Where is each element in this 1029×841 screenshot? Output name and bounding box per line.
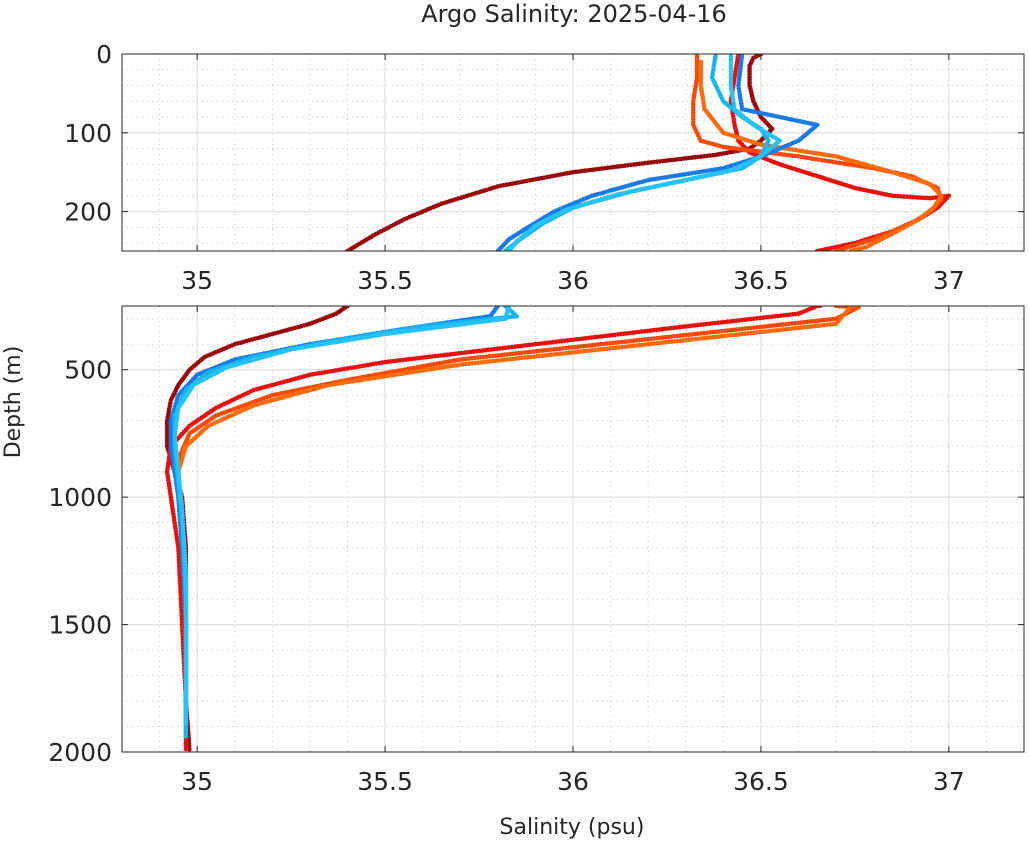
points-lower xyxy=(164,306,861,752)
x-tick-label: 35 xyxy=(181,767,213,796)
y-tick-label: 1000 xyxy=(48,483,112,512)
data-point xyxy=(506,248,512,251)
y-tick-label: 200 xyxy=(64,198,112,227)
panel-upper: 35 35.5 36 36.5 37 0 100 200 xyxy=(64,40,1025,295)
y-tick-label: 0 xyxy=(96,40,112,69)
y-axis-label: Depth (m) xyxy=(1,346,26,459)
series-2 xyxy=(691,54,944,251)
grid-upper xyxy=(121,53,1025,251)
data-point xyxy=(183,734,189,739)
points-upper xyxy=(345,54,952,251)
series-6 xyxy=(506,54,782,251)
data-point xyxy=(815,248,820,251)
x-tick-label: 35.5 xyxy=(357,266,413,295)
x-tick-label: 36.5 xyxy=(733,266,789,295)
data-point xyxy=(187,746,192,752)
data-point xyxy=(183,721,189,726)
x-tick-label: 36 xyxy=(557,266,589,295)
x-tick-label: 35.5 xyxy=(357,767,413,796)
y-tick-label: 1500 xyxy=(48,611,112,640)
x-tick-label: 35 xyxy=(181,266,213,295)
series-0 xyxy=(345,54,775,251)
data-point xyxy=(503,248,508,251)
plot-panels: 35 35.5 36 36.5 37 0 100 200 35 35.5 36 36.5 37 500 10… xyxy=(48,40,1025,796)
data-point xyxy=(345,248,350,251)
data-point xyxy=(848,248,854,251)
series-3 xyxy=(698,59,944,251)
x-tick-label: 36.5 xyxy=(733,767,789,796)
x-tick-label: 36 xyxy=(557,767,589,796)
panel-lower: 35 35.5 36 36.5 37 500 1000 1500 2000 xyxy=(48,305,1025,796)
y-tick-label: 500 xyxy=(64,356,112,385)
x-tick-label: 37 xyxy=(933,767,965,796)
y-tick-label: 100 xyxy=(64,119,112,148)
series-6 xyxy=(172,306,512,726)
x-tick-label: 37 xyxy=(933,266,965,295)
chart-title: Argo Salinity: 2025-04-16 xyxy=(421,0,727,28)
series-3 xyxy=(176,306,856,472)
series-1 xyxy=(164,306,823,752)
data-point xyxy=(495,248,501,251)
series-2 xyxy=(176,306,861,701)
data-point xyxy=(183,746,189,752)
x-axis-label: Salinity (psu) xyxy=(500,815,645,840)
grid-lower xyxy=(121,306,1025,753)
y-tick-label: 2000 xyxy=(48,738,112,767)
